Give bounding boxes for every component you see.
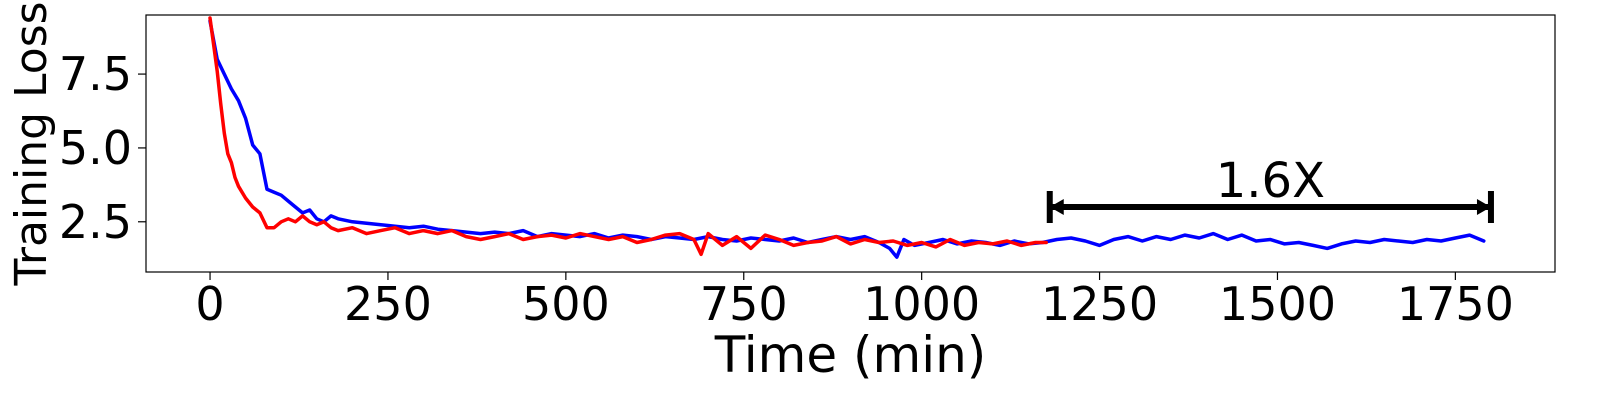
y-axis-label: Training Loss [6,1,57,286]
series-line-1 [208,19,1486,259]
plot-frame [145,14,1556,273]
series-line-2 [208,16,1048,257]
x-tick-label: 1000 [863,277,980,331]
x-tick-label: 1500 [1219,277,1336,331]
speedup-annotation-label: 1.6X [1216,153,1325,209]
y-axis-ticks: 2.5 5.0 7.5 [59,47,146,249]
x-tick-label: 750 [700,277,788,331]
x-tick-label: 1250 [1041,277,1158,331]
x-tick-label: 1750 [1397,277,1514,331]
y-tick-label: 5.0 [59,121,132,175]
x-tick-label: 250 [344,277,432,331]
x-tick-label: 0 [195,277,224,331]
speedup-arrow-right [1476,199,1491,216]
x-axis-label: Time (min) [714,326,987,384]
annotation-layer: 1.6X [1046,153,1494,224]
x-tick-label: 500 [522,277,610,331]
y-tick-label: 2.5 [59,195,132,249]
y-tick-label: 7.5 [59,47,132,101]
x-axis-ticks: 0 250 500 750 1000 1250 1500 1750 [195,272,1514,331]
series-layer [208,16,1486,259]
speedup-arrow-left [1049,199,1064,216]
